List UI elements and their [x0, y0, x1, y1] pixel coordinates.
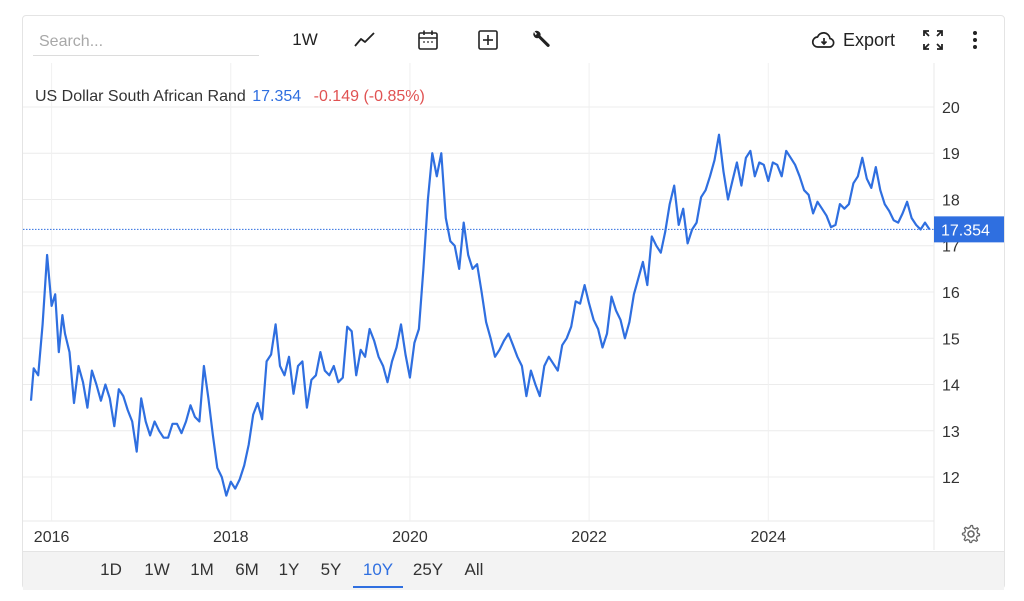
- legend-instrument-name: US Dollar South African Rand: [35, 88, 246, 105]
- fullscreen-icon: [923, 30, 943, 50]
- range-button-1w[interactable]: 1W: [144, 560, 170, 579]
- gear-icon: [961, 524, 981, 544]
- range-button-25y[interactable]: 25Y: [412, 560, 444, 579]
- x-tick-label: 2020: [392, 529, 428, 546]
- x-tick-label: 2024: [750, 529, 786, 546]
- cloud-download-icon: [811, 32, 835, 48]
- legend-change: -0.149 (-0.85%): [313, 88, 425, 105]
- export-label: Export: [843, 29, 896, 50]
- line-chart-icon: [354, 32, 375, 47]
- range-button-10y[interactable]: 10Y: [353, 552, 403, 588]
- search-input[interactable]: [33, 28, 259, 56]
- fullscreen-button[interactable]: [919, 26, 947, 54]
- range-selector: 1D 1W 1M 6M 1Y 5Y 10Y 25Y All: [23, 551, 1004, 590]
- export-button[interactable]: Export: [811, 26, 895, 54]
- x-tick-label: 2016: [34, 529, 70, 546]
- y-tick-label: 14: [942, 378, 960, 395]
- x-tick-label: 2018: [213, 529, 249, 546]
- interval-button[interactable]: 1W: [292, 30, 318, 49]
- chart-type-button[interactable]: [349, 26, 381, 54]
- price-tag-background: [934, 216, 1004, 243]
- range-button-1d[interactable]: 1D: [100, 560, 122, 579]
- y-tick-label: 16: [942, 285, 960, 302]
- range-button-1y[interactable]: 1Y: [278, 560, 300, 579]
- more-vertical-icon: [973, 31, 977, 49]
- add-indicator-button[interactable]: [472, 26, 504, 54]
- range-button-1m[interactable]: 1M: [190, 560, 214, 579]
- y-tick-label: 13: [942, 424, 960, 441]
- chart-widget: 1W Export 12 13 14 15 16 17 18 19 20 2016 2018 2020…: [22, 15, 1005, 590]
- price-chart[interactable]: 12 13 14 15 16 17 18 19 20 2016 2018 2020 2022 2024 17…: [23, 16, 1004, 551]
- price-tag: 17.354: [941, 222, 990, 239]
- date-range-button[interactable]: [412, 26, 444, 54]
- y-tick-label: 15: [942, 331, 960, 348]
- y-tick-label: 18: [942, 192, 960, 209]
- legend-price: 17.354: [252, 88, 302, 105]
- y-tick-label: 20: [942, 100, 960, 117]
- calendar-icon: [418, 30, 438, 50]
- wrench-icon: [533, 30, 550, 47]
- add-indicator-icon: [478, 30, 498, 50]
- settings-tool-button[interactable]: [525, 26, 557, 54]
- range-button-5y[interactable]: 5Y: [320, 560, 342, 579]
- price-series-line: [29, 133, 931, 497]
- range-button-6m[interactable]: 6M: [235, 560, 259, 579]
- toolbar: 1W Export: [23, 16, 1004, 64]
- more-options-button[interactable]: [965, 26, 985, 54]
- y-tick-label: 12: [942, 470, 960, 487]
- range-button-all[interactable]: All: [464, 560, 484, 579]
- chart-settings-button[interactable]: [961, 524, 981, 549]
- x-tick-label: 2022: [571, 529, 607, 546]
- y-tick-label: 17: [942, 239, 960, 256]
- y-tick-label: 19: [942, 146, 960, 163]
- chart-legend: US Dollar South African Rand 17.354 -0.1…: [35, 88, 425, 106]
